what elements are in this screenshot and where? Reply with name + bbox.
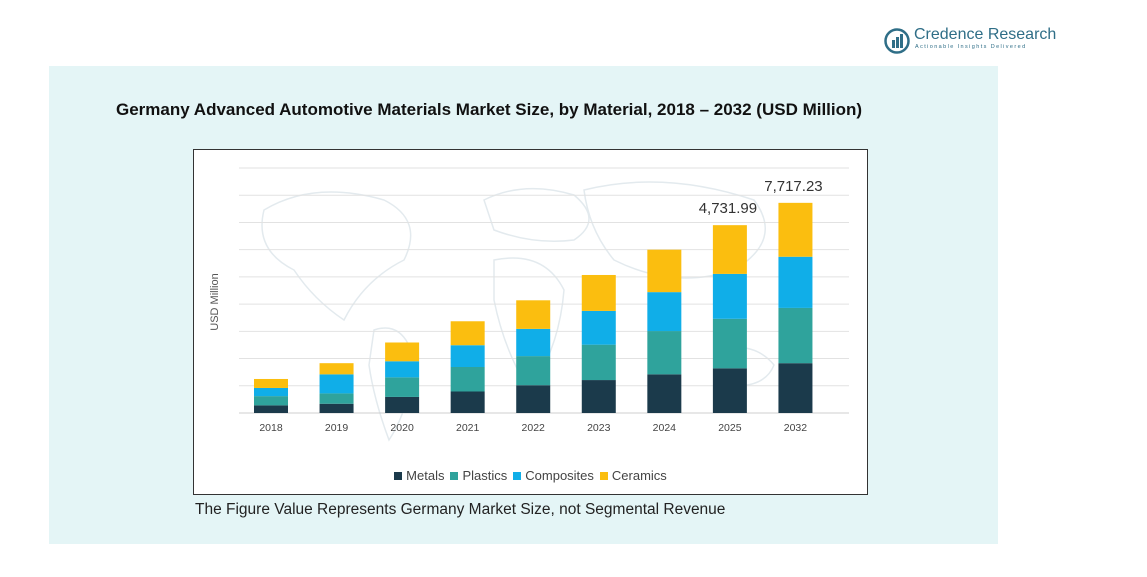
bar-segment-composites-2018 <box>254 387 288 397</box>
bar-segment-plastics-2019 <box>319 393 354 404</box>
bar-segment-ceramics-2024 <box>647 249 682 293</box>
bar-segment-composites-2021 <box>450 345 485 367</box>
legend-item-composites: Composites <box>513 468 594 483</box>
bar-segment-plastics-2018 <box>254 396 288 406</box>
x-tick-label: 2022 <box>522 422 546 434</box>
bar-segment-plastics-2023 <box>581 344 616 381</box>
bar-segment-metals-2032 <box>778 363 813 413</box>
credence-research-logo: Credence Research Actionable Insights De… <box>884 26 1074 56</box>
legend-swatch <box>450 472 459 480</box>
chart-area: 2018 2019 2020 2021 2022 2023 2024 2025 2032 4,7… <box>193 149 868 495</box>
x-tick-label: 2020 <box>390 422 414 434</box>
bar-segment-composites-2020 <box>385 361 420 378</box>
x-tick-label: 2021 <box>456 422 480 434</box>
legend-label: Composites <box>525 468 594 483</box>
bar-segment-ceramics-2018 <box>254 378 288 388</box>
bar-segment-plastics-2022 <box>516 356 551 386</box>
bar-segment-metals-2018 <box>254 405 288 413</box>
x-tick-label: 2025 <box>718 422 742 434</box>
bar-segment-metals-2022 <box>516 385 551 413</box>
bar-segment-plastics-2021 <box>450 366 485 392</box>
bar-segment-plastics-2032 <box>778 307 813 364</box>
bar-segment-ceramics-2021 <box>450 321 485 346</box>
bar-segment-metals-2025 <box>712 368 747 413</box>
x-tick-label: 2024 <box>653 422 677 434</box>
legend-item-ceramics: Ceramics <box>599 468 667 483</box>
bar-segment-metals-2020 <box>385 396 420 413</box>
bar-segment-metals-2024 <box>647 374 682 413</box>
legend-label: Metals <box>406 468 445 483</box>
bars <box>254 202 813 413</box>
bar-segment-metals-2019 <box>319 403 354 413</box>
legend-label: Plastics <box>462 468 508 483</box>
bar-segment-ceramics-2025 <box>712 225 747 274</box>
bar-segment-ceramics-2022 <box>516 300 551 329</box>
bar-segment-composites-2024 <box>647 292 682 332</box>
bar-segment-ceramics-2019 <box>319 363 354 375</box>
legend: Metals Plastics Composites Ceramics <box>194 468 867 483</box>
bar-segment-composites-2023 <box>581 310 616 345</box>
footnote: The Figure Value Represents Germany Mark… <box>195 501 726 518</box>
bar-segment-metals-2023 <box>581 380 616 413</box>
bar-segment-ceramics-2032 <box>778 202 813 257</box>
x-tick-label: 2023 <box>587 422 611 434</box>
chart-title: Germany Advanced Automotive Materials Ma… <box>116 100 863 119</box>
bar-segment-ceramics-2023 <box>581 274 616 311</box>
x-tick-label: 2018 <box>259 422 283 434</box>
bar-segment-plastics-2020 <box>385 377 420 397</box>
logo-chart-icon <box>884 28 910 54</box>
x-tick-label: 2032 <box>784 422 808 434</box>
legend-swatch <box>599 472 608 480</box>
bar-segment-ceramics-2020 <box>385 342 420 362</box>
data-label: 4,731.99 <box>699 200 757 217</box>
x-tick-label: 2019 <box>325 422 349 434</box>
legend-swatch <box>394 472 403 480</box>
bar-segment-plastics-2025 <box>712 318 747 369</box>
logo-tagline: Actionable Insights Delivered <box>915 44 1027 50</box>
bar-segment-metals-2021 <box>450 391 485 413</box>
legend-item-plastics: Plastics <box>450 468 507 483</box>
bar-segment-composites-2032 <box>778 256 813 308</box>
legend-swatch <box>513 472 522 480</box>
stacked-bar-chart: 2018 2019 2020 2021 2022 2023 2024 2025 2032 4,7… <box>209 167 849 442</box>
y-axis-label: USD Million <box>209 273 221 330</box>
logo-name: Credence Research <box>914 26 1057 43</box>
bar-segment-composites-2022 <box>516 328 551 357</box>
data-labels: 4,731.99 7,717.23 <box>699 178 823 217</box>
bar-segment-plastics-2024 <box>647 331 682 375</box>
bar-segment-composites-2025 <box>712 273 747 319</box>
legend-item-metals: Metals <box>394 468 444 483</box>
bar-segment-composites-2019 <box>319 374 354 394</box>
data-label: 7,717.23 <box>764 178 822 195</box>
legend-label: Ceramics <box>611 468 667 483</box>
x-tick-labels: 2018 2019 2020 2021 2022 2023 2024 2025 2032 <box>259 422 807 434</box>
